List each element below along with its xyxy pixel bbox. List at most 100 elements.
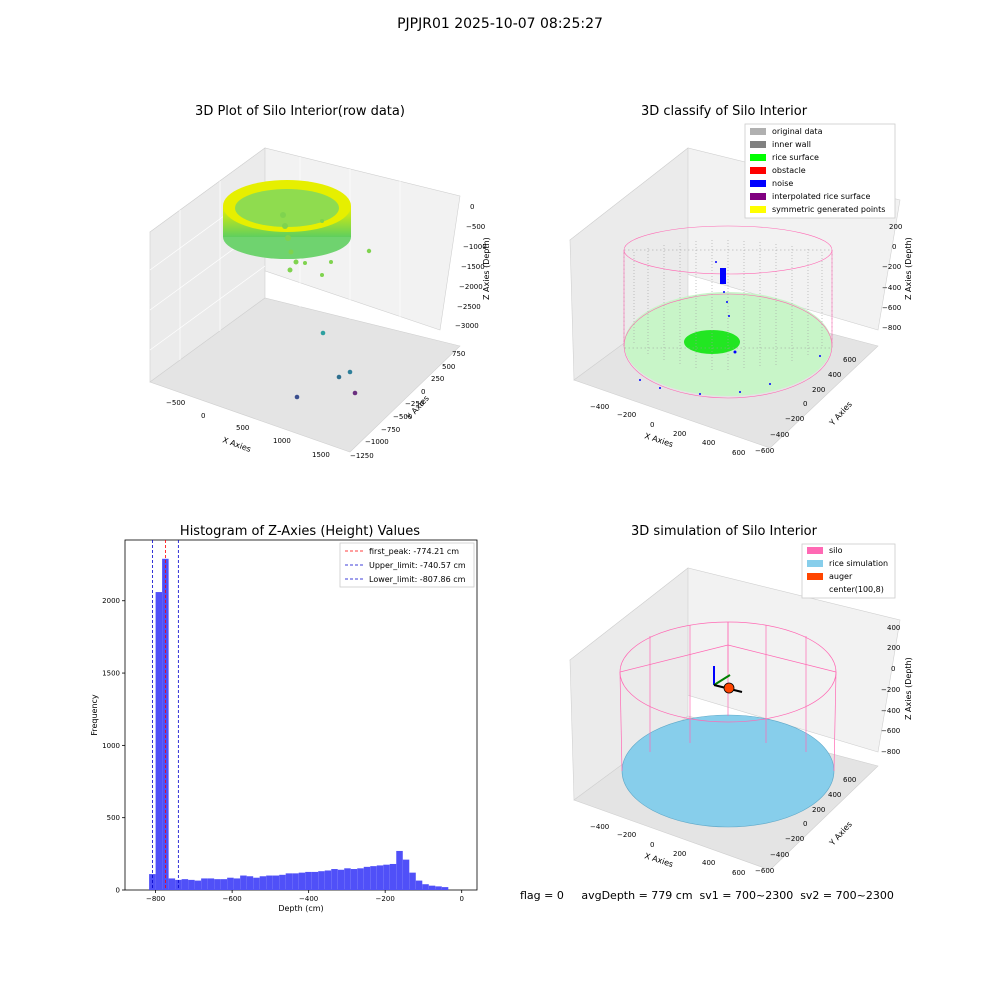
panel4-silo-wireframe: [619, 621, 837, 772]
legend-swatch-obstacle: [750, 167, 766, 174]
panel1-floor-pane: [149, 297, 461, 453]
p4-ytick: 600: [843, 776, 856, 784]
p4-ztick: 0: [891, 665, 895, 673]
panel1-silo-inside: [235, 189, 339, 227]
histogram-xtick-label: −800: [146, 895, 165, 903]
legend-swatch-silo: [807, 547, 823, 554]
p2-ztick: 200: [889, 223, 902, 231]
legend-swatch-noise: [750, 180, 766, 187]
histogram-bar: [337, 869, 345, 890]
p1-ytick: −750: [381, 426, 400, 434]
histogram-bar: [389, 863, 397, 890]
histogram-bar: [253, 877, 260, 890]
legend-label: noise: [772, 179, 793, 188]
histogram-xtick-label: −200: [376, 895, 395, 903]
p2-ytick: −200: [785, 415, 804, 423]
histogram-x-ticks: −800 −600 −400 −200 0: [146, 890, 464, 903]
histogram-bar: [318, 871, 325, 890]
histogram-bar: [363, 866, 371, 890]
p1-xtick: 1500: [312, 451, 330, 459]
histogram-bar: [259, 876, 267, 890]
p1-xtick: −500: [166, 399, 185, 407]
p4-ytick: 400: [828, 791, 841, 799]
status-footer: flag = 0 avgDepth = 779 cm sv1 = 700~230…: [520, 889, 894, 902]
p4-ztick: 200: [887, 644, 900, 652]
p4-zlabel: Z Axies (Depth): [904, 657, 913, 720]
legend-label-lower-limit: Lower_limit: -807.86 cm: [369, 575, 466, 584]
figure-title: PJPJR01 2025-10-07 08:25:27: [397, 16, 603, 32]
panel2-legend: original data inner wall rice surface ob…: [744, 123, 896, 219]
histogram-threshold-lines: [152, 540, 179, 890]
legend-label: symmetric generated points: [772, 205, 885, 214]
histogram-bar: [188, 879, 195, 890]
legend-label: inner wall: [772, 140, 811, 149]
histogram-bar: [240, 875, 247, 890]
histogram-bar: [428, 885, 436, 890]
panel3-histogram: −800 −600 −400 −200 0 0 500 1000 1500 2000 Depth…: [90, 539, 478, 913]
panel4-z-ticks: 400 200 0 −200 −400 −600 −800: [881, 624, 900, 756]
histogram-bar: [175, 879, 182, 890]
p1-ztick: 0: [470, 203, 474, 211]
panel4-y-ticks: 600 400 200 0 −200 −400 −600: [755, 776, 856, 875]
histogram-bar: [201, 878, 208, 890]
histogram-bar: [207, 878, 215, 890]
p1-ytick: 500: [442, 363, 455, 371]
panel2-classify-3d: original data inner wall rice surface ob…: [569, 123, 913, 457]
legend-label: auger: [829, 572, 853, 581]
histogram-bar: [194, 880, 202, 890]
histogram-xlabel: Depth (cm): [278, 904, 323, 913]
histogram-bar: [298, 872, 306, 890]
p4-ztick: −800: [881, 748, 900, 756]
legend-swatch-symmetric: [750, 206, 766, 213]
panel1-z-ticks: 0 −500 −1000 −1500 −2000 −2500 −3000: [455, 203, 487, 330]
panel2-title: 3D classify of Silo Interior: [640, 104, 808, 119]
p4-ytick: 0: [803, 820, 807, 828]
p4-ytick: 200: [812, 806, 825, 814]
p4-ztick: −600: [881, 727, 900, 735]
histogram-bar: [331, 869, 338, 890]
p1-ztick: −1000: [463, 243, 487, 251]
histogram-bar: [246, 876, 254, 890]
p2-ytick: 400: [828, 371, 841, 379]
histogram-bar: [168, 878, 176, 890]
p4-ylabel: Y Axies: [827, 820, 854, 848]
panel2-noise-points: [639, 261, 821, 395]
p2-xtick: 400: [702, 439, 715, 447]
histogram-bar: [383, 864, 390, 890]
histogram-ytick-label: 1500: [102, 670, 120, 678]
legend-label-center: center(100,8): [829, 585, 884, 594]
histogram-bar: [266, 875, 273, 890]
histogram-bar: [370, 866, 377, 890]
histogram-bar: [376, 865, 384, 890]
p4-xtick: 600: [732, 869, 745, 877]
p1-xtick: 1000: [273, 437, 291, 445]
p2-xtick: 200: [673, 430, 686, 438]
auger-marker: [723, 682, 735, 694]
p2-xtick: 0: [650, 421, 654, 429]
histogram-bar: [272, 875, 280, 890]
p4-xlabel: X Axies: [643, 851, 674, 869]
panel2-z-ticks: 200 0 −200 −400 −600 −800: [882, 223, 902, 332]
histogram-ytick-label: 1000: [102, 742, 120, 750]
legend-swatch-interpolated: [750, 193, 766, 200]
legend-swatch-rice-simulation: [807, 560, 823, 567]
p4-xtick: −400: [590, 823, 609, 831]
p1-ztick: −1500: [461, 263, 485, 271]
p1-xtick: 500: [236, 424, 249, 432]
p2-ytick: 0: [803, 400, 807, 408]
panel4-auger: [713, 666, 743, 694]
histogram-ytick-label: 0: [116, 887, 120, 895]
p2-ztick: −800: [882, 324, 901, 332]
panel1-title: 3D Plot of Silo Interior(row data): [195, 104, 405, 119]
histogram-bar: [350, 869, 358, 890]
legend-label: original data: [772, 127, 823, 136]
p1-ytick: 750: [452, 350, 465, 358]
panel1-scatter-points: [280, 212, 372, 400]
legend-label: rice simulation: [829, 559, 888, 568]
histogram-xtick-label: −400: [299, 895, 318, 903]
p1-ytick: −1000: [365, 438, 389, 446]
p1-ytick: 0: [421, 388, 425, 396]
p2-ztick: 0: [892, 243, 896, 251]
histogram-axes-frame: [124, 539, 478, 891]
